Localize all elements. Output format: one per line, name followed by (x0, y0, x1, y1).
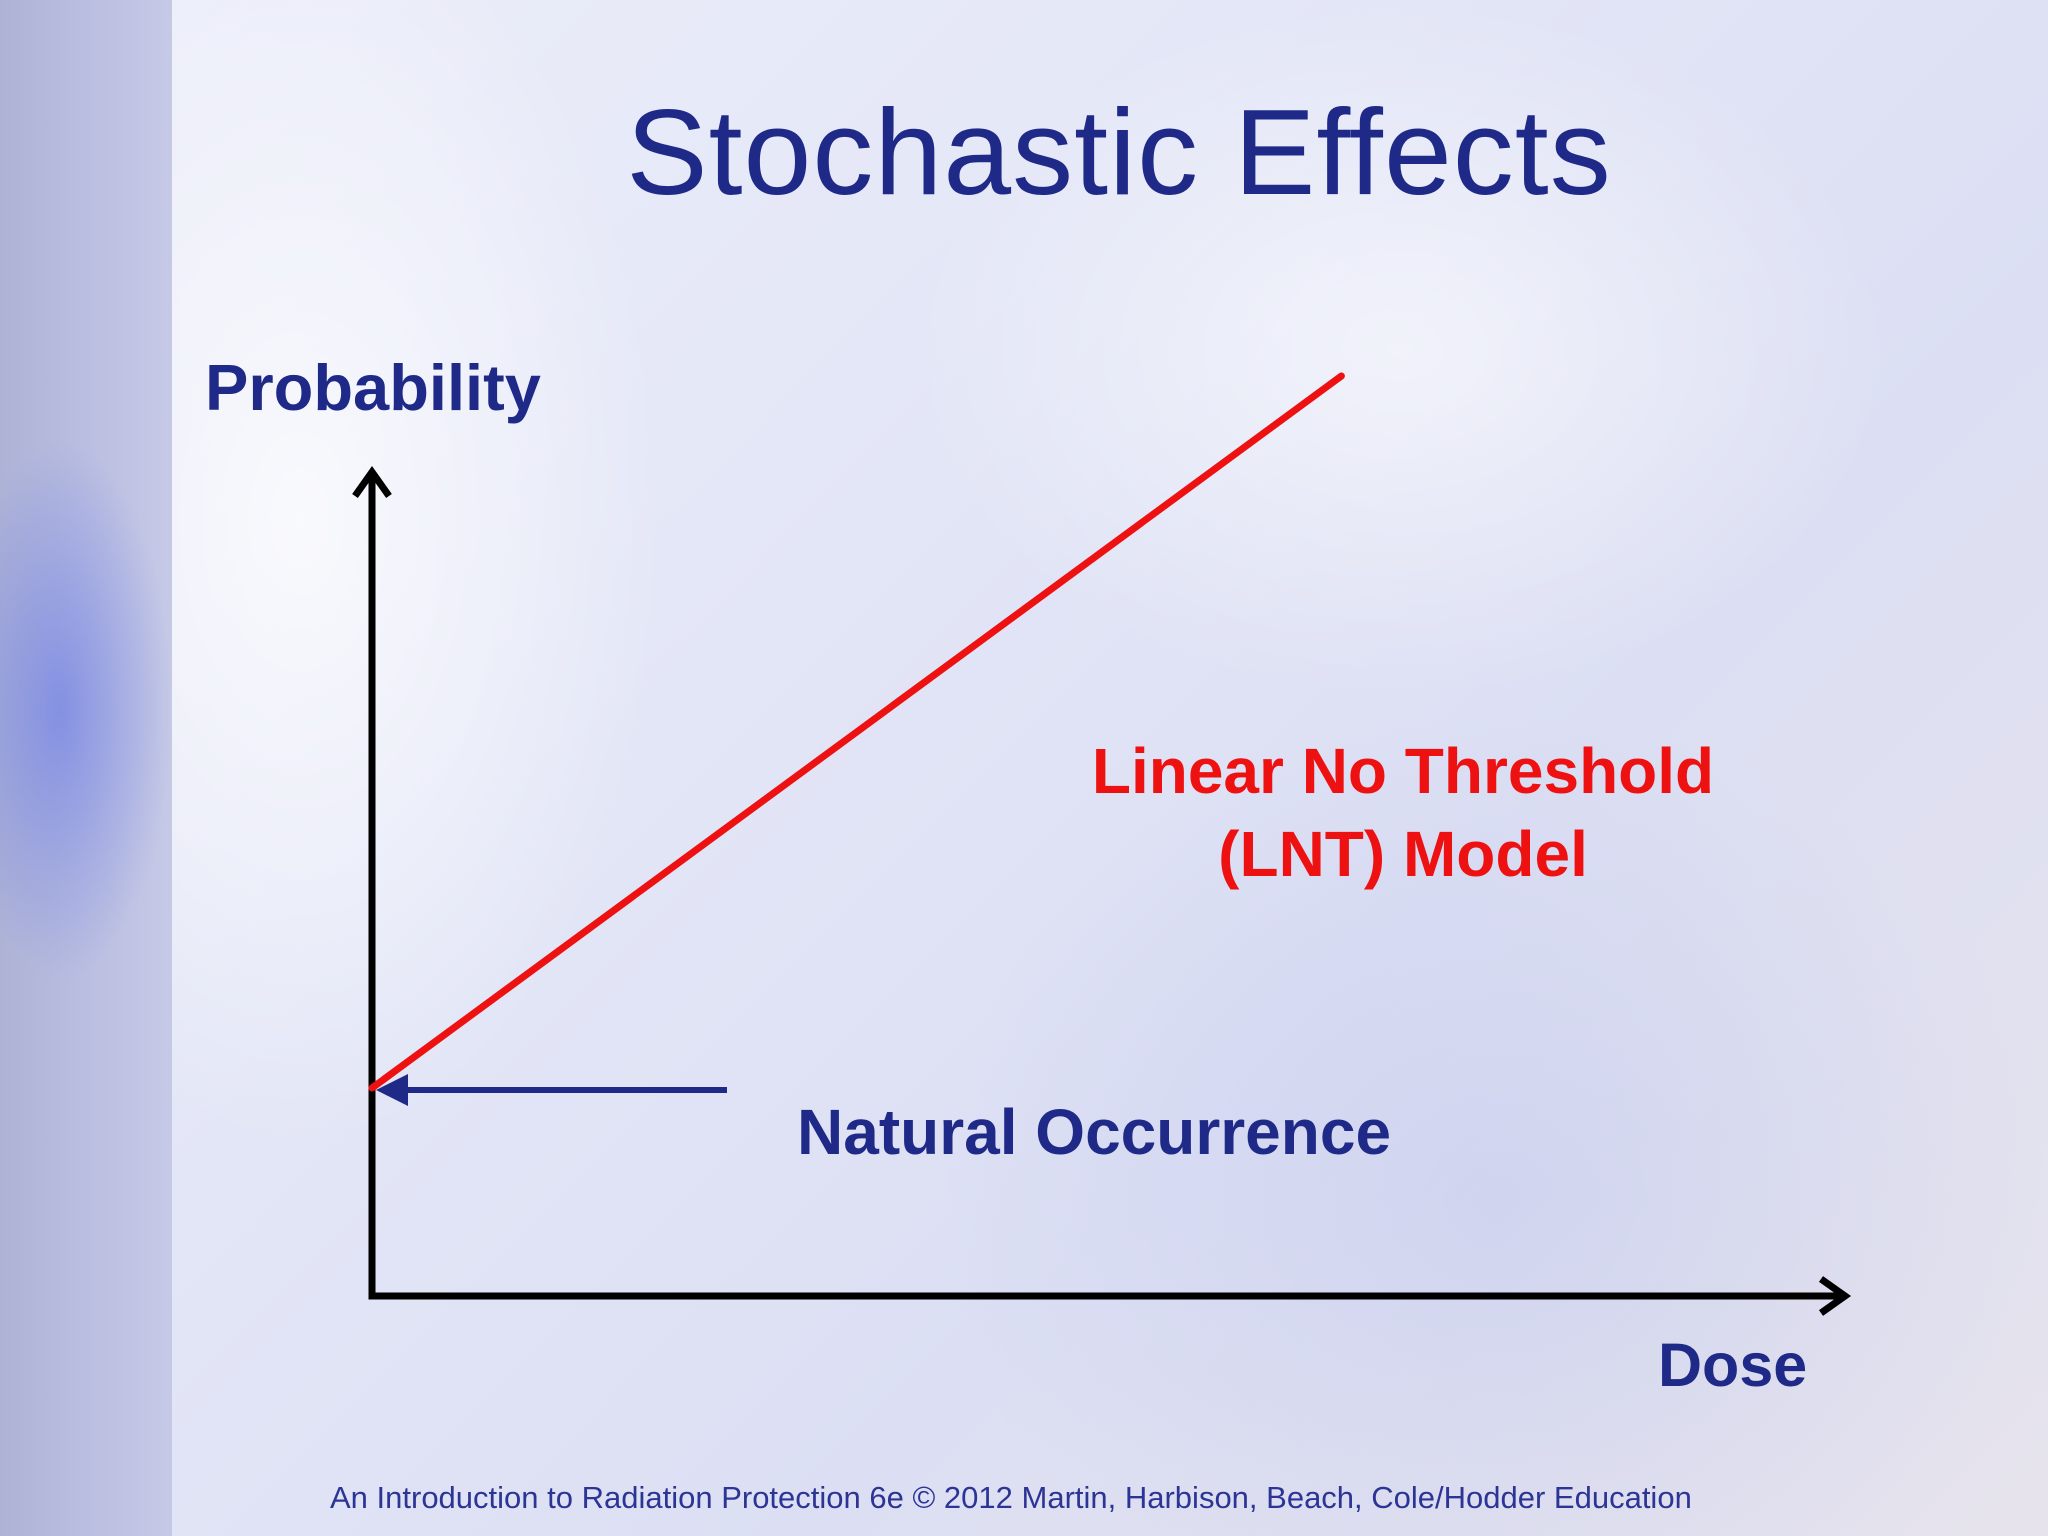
lnt-model-line (368, 372, 1345, 1092)
slide-title: Stochastic Effects (626, 84, 1612, 220)
x-axis-arrowhead (1818, 1276, 1852, 1316)
natural-occurrence-label: Natural Occurrence (797, 1096, 1391, 1168)
y-axis-arrowhead (352, 465, 392, 499)
slide-footer: An Introduction to Radiation Protection … (330, 1480, 1692, 1515)
x-axis-label: Dose (1658, 1331, 1807, 1399)
natural-occurrence-arrowhead (376, 1074, 408, 1106)
slide-side-glow (0, 330, 260, 1110)
y-axis-label: Probability (205, 351, 541, 424)
lnt-label-line2: (LNT) Model (1218, 818, 1588, 890)
lnt-label-line1: Linear No Threshold (1092, 735, 1714, 807)
